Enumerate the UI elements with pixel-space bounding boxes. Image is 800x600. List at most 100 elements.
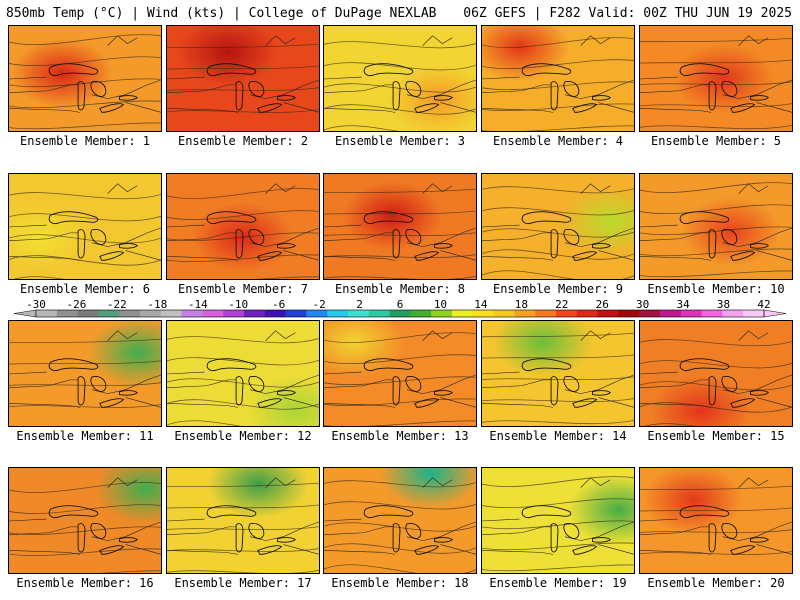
- isoline: [324, 354, 476, 364]
- temperature-field: [482, 468, 634, 573]
- ensemble-member-label: Ensemble Member: 10: [647, 282, 785, 296]
- ensemble-member-label: Ensemble Member: 19: [489, 576, 627, 590]
- isoline: [9, 382, 161, 386]
- temperature-field: [640, 468, 792, 573]
- colorbar-swatch: [77, 310, 99, 317]
- isoline: [167, 526, 319, 530]
- temperature-field: [640, 321, 792, 426]
- colorbar-tick: 6: [396, 298, 404, 311]
- isoline: [482, 332, 634, 338]
- isoline: [324, 564, 476, 573]
- isoline: [640, 204, 792, 215]
- state-borders: [167, 183, 319, 261]
- colorbar-tick: 38: [716, 298, 731, 311]
- great-lakes-outline: [679, 358, 769, 408]
- isoline: [482, 419, 634, 425]
- great-lakes-outline: [206, 63, 296, 113]
- isoline: [640, 360, 792, 369]
- isoline: [167, 378, 319, 388]
- colorbar-swatch: [722, 310, 744, 317]
- temperature-field: [482, 321, 634, 426]
- isoline: [9, 403, 161, 408]
- ensemble-map-panel: [481, 25, 635, 132]
- colorbar-swatch: [535, 310, 557, 317]
- colorbar-swatch: [493, 310, 515, 317]
- colorbar-swatch: [36, 310, 58, 317]
- temperature-field: [640, 26, 792, 131]
- ensemble-member-label: Ensemble Member: 20: [647, 576, 785, 590]
- isoline: [644, 423, 696, 426]
- state-borders: [324, 183, 476, 261]
- temperature-field: [167, 26, 319, 131]
- isoline: [482, 376, 634, 380]
- isoline: [167, 569, 319, 573]
- isoline: [167, 482, 319, 488]
- temperature-field: [9, 468, 161, 573]
- isoline: [13, 276, 65, 279]
- ensemble-map-panel: [323, 173, 477, 280]
- isoline: [9, 360, 161, 365]
- colorbar-swatch: [56, 310, 78, 317]
- temperature-field: [167, 321, 319, 426]
- state-borders: [482, 330, 634, 408]
- state-borders: [9, 330, 161, 408]
- isoline: [482, 564, 634, 572]
- state-borders: [9, 35, 161, 113]
- isoline: [9, 56, 161, 67]
- isoline: [482, 81, 634, 90]
- colorbar-tick: 26: [595, 298, 609, 311]
- colorbar-swatch: [556, 310, 578, 317]
- isoline: [482, 498, 634, 509]
- isoline: [167, 254, 319, 262]
- ensemble-map-panel: [481, 320, 635, 427]
- isoline: [482, 186, 634, 194]
- ensemble-member-label: Ensemble Member: 1: [19, 134, 151, 148]
- ensemble-member-label: Ensemble Member: 12: [174, 429, 312, 443]
- isoline: [9, 234, 161, 244]
- colorbar-tick: -22: [106, 298, 127, 311]
- colorbar-tick: -18: [147, 298, 168, 311]
- colorbar-swatch: [410, 310, 432, 317]
- isoline: [324, 420, 476, 426]
- colorbar-swatch: [264, 310, 286, 317]
- isoline: [640, 124, 792, 130]
- header-left-title: 850mb Temp (°C) | Wind (kts) | College o…: [6, 6, 437, 21]
- colorbar-swatch: [514, 310, 536, 317]
- colorbar-tick: 10: [433, 298, 448, 311]
- great-lakes-outline: [206, 211, 296, 261]
- ensemble-map-panel: [8, 25, 162, 132]
- temperature-field: [324, 468, 476, 573]
- isoline: [324, 254, 476, 258]
- colorbar-swatch: [202, 310, 224, 317]
- isoline: [324, 501, 476, 510]
- ensemble-map-panel: [166, 320, 320, 427]
- ensemble-member-label: Ensemble Member: 4: [492, 134, 624, 148]
- ensemble-member-label: Ensemble Member: 5: [650, 134, 782, 148]
- temperature-colorbar: [14, 309, 786, 318]
- isoline: [9, 338, 161, 343]
- temperature-field: [482, 26, 634, 131]
- colorbar-swatch: [639, 310, 661, 317]
- colorbar-swatch: [743, 310, 765, 317]
- colorbar-tick: -10: [228, 298, 249, 311]
- isoline: [482, 207, 634, 216]
- isoline: [167, 108, 319, 113]
- ensemble-map-panel: [323, 25, 477, 132]
- state-borders: [167, 35, 319, 113]
- isoline: [167, 87, 319, 91]
- state-borders: [324, 330, 476, 408]
- colorbar-swatch: [368, 310, 390, 317]
- isoline: [324, 376, 476, 385]
- colorbar-swatch: [701, 310, 723, 317]
- ensemble-map-panel: [639, 25, 793, 132]
- great-lakes-outline: [679, 211, 769, 261]
- state-borders: [640, 183, 792, 261]
- isoline: [482, 270, 634, 279]
- colorbar-swatch: [348, 310, 370, 317]
- state-borders: [9, 477, 161, 555]
- ensemble-map-panel: [639, 467, 793, 574]
- ensemble-map-panel: [481, 173, 635, 280]
- isoline: [324, 275, 476, 279]
- colorbar-tick: 34: [676, 298, 690, 311]
- colorbar-swatch: [597, 310, 619, 317]
